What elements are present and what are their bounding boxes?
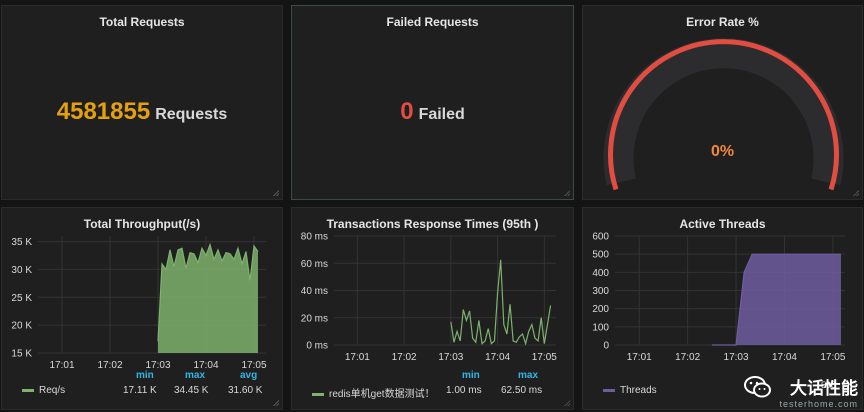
series-swatch	[603, 388, 615, 392]
watermark-cn: 大话性能	[790, 379, 858, 398]
legend-min-header[interactable]: min	[462, 370, 480, 381]
gauge-track	[603, 38, 844, 186]
y-tick-label: 25 K	[11, 293, 32, 304]
legend-min-header[interactable]: min	[136, 370, 154, 381]
resize-handle-icon[interactable]	[564, 190, 570, 196]
legend-series-name: Req/s	[39, 385, 66, 396]
resize-handle-icon[interactable]	[273, 400, 279, 406]
x-tick-label: 17:01	[345, 352, 370, 363]
active-threads-panel: Active Threads 0 100 200 300 400 500 600 17:01 1…	[582, 207, 863, 410]
y-tick-label: 15 K	[11, 349, 32, 360]
y-tick-label: 35 K	[11, 237, 32, 248]
panel-title[interactable]: Active Threads	[679, 217, 766, 231]
y-tick-label: 300	[592, 286, 609, 297]
y-tick-label: 400	[592, 268, 609, 279]
series-line	[450, 259, 552, 346]
x-tick-label: 17:04	[772, 352, 797, 363]
legend-avg-header[interactable]: avg	[240, 370, 258, 381]
resize-handle-icon[interactable]	[853, 190, 859, 196]
series-line	[711, 253, 841, 346]
y-tick-label: 0 ms	[306, 341, 328, 352]
gauge-arc	[608, 39, 839, 191]
x-tick-label: 17:01	[627, 352, 652, 363]
x-tick-label: 17:01	[49, 360, 74, 368]
x-tick-label: 17:03	[145, 360, 170, 368]
y-tick-label: 20 ms	[301, 313, 328, 324]
y-tick-label: 60 ms	[301, 259, 328, 270]
resize-handle-icon[interactable]	[273, 190, 279, 196]
x-tick-label: 17:02	[97, 360, 122, 368]
throughput-panel: Total Throughput(/s) 15 K 20 K 25 K 30 K 35 …	[1, 207, 283, 410]
legend-series[interactable]: Threads	[603, 385, 657, 396]
total-requests-unit: Requests	[155, 106, 228, 123]
y-tick-label: 40 ms	[301, 286, 328, 297]
y-tick-label: 80 ms	[301, 232, 328, 243]
total-requests-stat: 4581855 Requests	[2, 98, 282, 126]
y-tick-label: 20 K	[11, 321, 32, 332]
panel-title[interactable]: Failed Requests	[386, 15, 479, 29]
x-tick-label: 17:04	[485, 352, 510, 363]
legend-max-value: 62.50 ms	[501, 385, 543, 396]
legend-max-header[interactable]: max	[518, 370, 539, 381]
failed-requests-value: 0	[400, 98, 414, 125]
legend-max-value: 34.45 K	[174, 385, 209, 396]
y-tick-label: 30 K	[11, 265, 32, 276]
legend-min-value: 1.00 ms	[446, 385, 482, 396]
series-line	[157, 242, 259, 342]
total-requests-panel: Total Requests 4581855 Requests	[1, 5, 283, 200]
panel-title[interactable]: Transactions Response Times (95th )	[326, 217, 539, 231]
x-tick-label: 17:05	[820, 352, 845, 363]
watermark-en: testerhome.com	[779, 399, 858, 409]
legend-max-header[interactable]: max	[185, 370, 206, 381]
legend-series[interactable]: Req/s	[22, 385, 65, 396]
legend-min-value: 17.11 K	[123, 385, 157, 396]
x-tick-label: 17:03	[724, 352, 749, 363]
x-tick-label: 17:04	[193, 360, 218, 368]
watermark: 大话性能 testerhome.com	[744, 374, 858, 409]
response-times-chart[interactable]: 0 ms 20 ms 40 ms 60 ms 80 ms 17:01 17:02 17:03 1…	[292, 208, 575, 368]
series-swatch	[312, 392, 324, 396]
legend-series-name: Threads	[620, 385, 657, 396]
failed-requests-stat: 0 Failed	[292, 98, 573, 126]
x-tick-label: 17:03	[438, 352, 463, 363]
failed-requests-panel: Failed Requests 0 Failed	[291, 5, 574, 200]
series-swatch	[22, 388, 34, 392]
throughput-chart[interactable]: 15 K 20 K 25 K 30 K 35 K 17:01 17:02 17:03 17:04…	[2, 208, 284, 368]
response-times-panel: Transactions Response Times (95th ) 0 ms…	[291, 207, 574, 410]
x-tick-label: 17:02	[675, 352, 700, 363]
y-tick-label: 500	[592, 250, 609, 261]
active-threads-chart[interactable]: 0 100 200 300 400 500 600 17:01 17:02 17:03 17:04 1…	[583, 208, 864, 368]
failed-requests-unit: Failed	[418, 106, 465, 123]
x-tick-label: 17:02	[392, 352, 417, 363]
series-area	[711, 254, 841, 345]
y-tick-label: 0	[603, 341, 609, 352]
x-tick-label: 17:05	[532, 352, 557, 363]
wechat-icon	[744, 376, 772, 398]
error-rate-gauge	[603, 38, 844, 191]
panel-title[interactable]: Total Requests	[99, 15, 185, 29]
error-rate-panel: Error Rate % 0%	[582, 5, 863, 200]
legend-series[interactable]: redis单机get数据测试！	[312, 385, 435, 400]
panel-title[interactable]: Error Rate %	[686, 15, 759, 29]
total-requests-value: 4581855	[56, 98, 151, 125]
y-tick-label: 100	[592, 322, 609, 333]
legend-avg-value: 31.60 K	[228, 385, 263, 396]
y-tick-label: 600	[592, 232, 609, 243]
y-tick-label: 200	[592, 304, 609, 315]
legend-max-value: 500	[821, 380, 837, 390]
x-tick-label: 17:05	[241, 360, 266, 368]
series-area	[158, 244, 258, 353]
panel-title[interactable]: Total Throughput(/s)	[83, 217, 201, 231]
resize-handle-icon[interactable]	[564, 400, 570, 406]
error-rate-value: 0%	[710, 143, 735, 160]
legend-series-name: redis单机get数据测试！	[329, 389, 435, 400]
